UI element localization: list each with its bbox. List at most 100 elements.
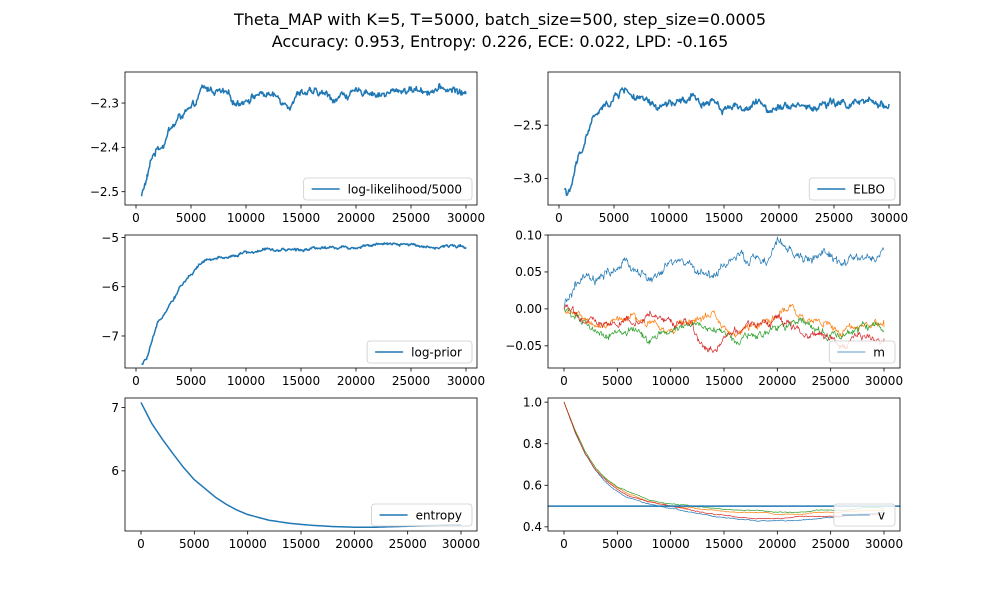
series-line-loglik-0: [140, 83, 467, 197]
subplot-logprior: 0 5000 10000 15000 20000 25000 30000 −7 −6 −5 log-…: [101, 231, 485, 388]
x-tick-label: 5000: [176, 374, 207, 388]
legend-box: [303, 177, 473, 201]
legend-box: [808, 177, 896, 201]
y-tick-label: 6: [111, 464, 119, 478]
y-tick-label: 0.6: [523, 479, 542, 493]
y-tick-label: −2.3: [90, 96, 119, 110]
x-tick-label: 10000: [229, 537, 267, 551]
x-tick-label: 30000: [447, 374, 485, 388]
x-tick-label: 0: [132, 211, 140, 225]
legend-label: log-likelihood/5000: [348, 182, 462, 196]
x-tick-label: 15000: [705, 374, 743, 388]
series-line-v-0: [563, 401, 885, 522]
y-tick-label: −6: [101, 280, 119, 294]
x-tick-label: 25000: [815, 211, 853, 225]
y-tick-label: 0.4: [523, 520, 542, 534]
y-tick-label: −2.5: [513, 119, 542, 133]
figure-title-line-2: Accuracy: 0.953, Entropy: 0.226, ECE: 0.…: [271, 32, 729, 51]
x-tick-label: 10000: [227, 374, 265, 388]
x-tick-label: 20000: [760, 211, 798, 225]
x-tick-label: 30000: [442, 537, 480, 551]
legend-box: [371, 503, 473, 527]
y-tick-label: 0.05: [515, 265, 542, 279]
legend-m: m: [828, 340, 896, 364]
x-tick-label: 20000: [335, 537, 373, 551]
x-tick-label: 25000: [389, 537, 427, 551]
y-tick-label: 0.10: [515, 228, 542, 242]
x-tick-label: 30000: [865, 374, 903, 388]
legend-box: [366, 340, 473, 364]
x-tick-label: 30000: [870, 211, 908, 225]
series-line-v-1: [563, 402, 885, 516]
x-tick-label: 30000: [865, 537, 903, 551]
legend-loglik: log-likelihood/5000: [303, 177, 473, 201]
x-tick-label: 25000: [812, 537, 850, 551]
x-tick-label: 0: [132, 374, 140, 388]
x-tick-label: 15000: [705, 537, 743, 551]
plot-area-m: [563, 236, 885, 353]
subplot-m: 0 5000 10000 15000 20000 25000 30000 −0.05 0.00 0…: [505, 228, 903, 388]
legend-label: ELBO: [853, 182, 885, 196]
x-tick-label: 5000: [602, 374, 633, 388]
subplot-v: 0 5000 10000 15000 20000 25000 30000 0.4 0.6 0.8 1…: [523, 395, 903, 551]
series-line-v-3: [563, 401, 885, 520]
legend-elbo: ELBO: [808, 177, 896, 201]
x-tick-label: 30000: [447, 211, 485, 225]
legend-label: v: [878, 508, 885, 522]
series-line-m-1: [563, 303, 885, 338]
y-tick-label: 7: [111, 401, 119, 415]
x-tick-label: 20000: [758, 374, 796, 388]
y-tick-label: −2.4: [90, 141, 119, 155]
plot-area-elbo: [563, 87, 890, 196]
plot-area-loglik: [140, 83, 467, 197]
x-tick-label: 0: [555, 211, 563, 225]
legend-label: log-prior: [411, 345, 462, 359]
legend-entropy: entropy: [371, 503, 473, 527]
x-tick-label: 20000: [337, 211, 375, 225]
series-line-elbo-0: [563, 87, 890, 196]
subplot-loglik: 0 5000 10000 15000 20000 25000 30000 −2.5 −2.4 −2…: [90, 71, 485, 225]
x-tick-label: 5000: [179, 537, 210, 551]
x-tick-label: 10000: [652, 374, 690, 388]
legend-label: m: [873, 345, 885, 359]
legend-logprior: log-prior: [366, 340, 473, 364]
series-line-logprior-0: [141, 242, 467, 366]
y-tick-label: −0.05: [505, 339, 542, 353]
x-tick-label: 15000: [282, 537, 320, 551]
series-line-m-3: [563, 304, 885, 353]
figure-title-line-1: Theta_MAP with K=5, T=5000, batch_size=5…: [233, 10, 766, 29]
x-tick-label: 15000: [282, 374, 320, 388]
x-tick-label: 10000: [652, 537, 690, 551]
x-tick-label: 25000: [812, 374, 850, 388]
x-tick-label: 10000: [650, 211, 688, 225]
x-tick-label: 0: [560, 374, 568, 388]
x-tick-label: 0: [137, 537, 145, 551]
x-tick-label: 5000: [599, 211, 630, 225]
series-line-v-2: [563, 401, 885, 514]
legend-label: entropy: [416, 508, 462, 522]
y-tick-label: −5: [101, 231, 119, 245]
y-tick-label: 1.0: [523, 395, 542, 409]
subplot-entropy: 0 5000 10000 15000 20000 25000 30000 6 7 entropy: [111, 397, 480, 551]
x-tick-label: 10000: [227, 211, 265, 225]
x-tick-label: 20000: [758, 537, 796, 551]
x-tick-label: 5000: [176, 211, 207, 225]
x-tick-label: 5000: [602, 537, 633, 551]
x-tick-label: 25000: [392, 374, 430, 388]
y-tick-label: −3.0: [513, 172, 542, 186]
y-tick-label: −7: [101, 329, 119, 343]
series-line-m-0: [563, 236, 885, 307]
x-tick-label: 15000: [705, 211, 743, 225]
series-line-m-2: [563, 308, 885, 346]
x-tick-label: 20000: [337, 374, 375, 388]
x-tick-label: 25000: [392, 211, 430, 225]
y-tick-label: −2.5: [90, 185, 119, 199]
plot-area-v: [548, 401, 900, 522]
legend-v: v: [833, 503, 896, 527]
x-tick-label: 0: [560, 537, 568, 551]
y-tick-label: 0.8: [523, 437, 542, 451]
plot-area-logprior: [141, 242, 467, 366]
x-tick-label: 15000: [282, 211, 320, 225]
y-tick-label: 0.00: [515, 302, 542, 316]
